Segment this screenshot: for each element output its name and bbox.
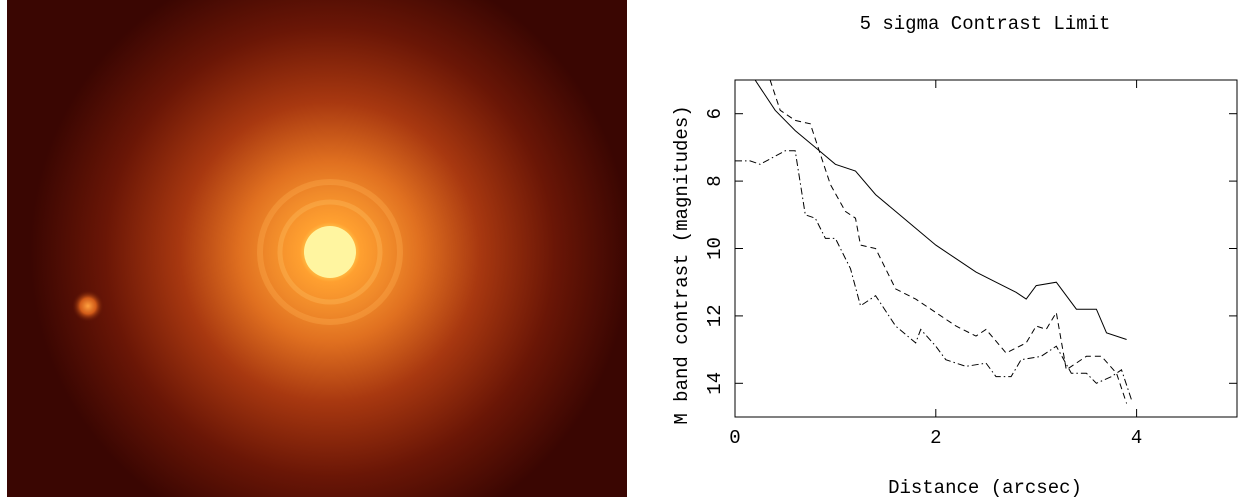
y-tick-label: 10 <box>704 237 726 260</box>
star-image <box>7 0 627 497</box>
y-tick-label: 8 <box>704 175 726 186</box>
y-tick-label: 14 <box>704 372 726 395</box>
y-tick-label: 6 <box>704 108 726 119</box>
plot-frame <box>734 79 1238 418</box>
contrast-line <box>754 80 1127 340</box>
contrast-line <box>769 80 1128 404</box>
chart-title: 5 sigma Contrast Limit <box>860 13 1111 35</box>
x-tick-label: 0 <box>729 427 740 449</box>
y-axis-label: M band contrast (magnitudes) <box>671 105 693 424</box>
x-tick-label: 4 <box>1131 427 1142 449</box>
y-tick-label: 12 <box>704 304 726 327</box>
x-axis-label: Distance (arcsec) <box>888 477 1082 499</box>
contrast-line <box>735 150 1133 401</box>
x-tick-label: 2 <box>930 427 941 449</box>
lines <box>735 80 1133 404</box>
